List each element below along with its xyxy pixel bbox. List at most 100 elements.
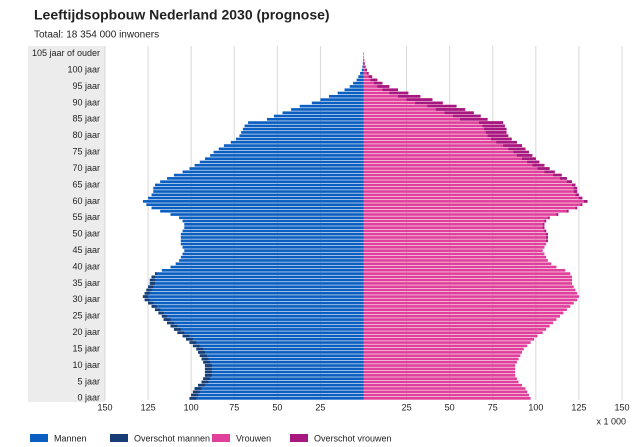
bar-men	[142, 295, 364, 298]
bar-women	[363, 104, 457, 108]
bar-women	[363, 262, 552, 266]
bar-men	[182, 170, 364, 174]
bar-men	[173, 173, 364, 177]
surplus-men	[144, 298, 150, 302]
surplus-women	[382, 88, 398, 92]
bar-women	[363, 127, 507, 131]
surplus-women	[542, 223, 545, 226]
bar-men	[204, 364, 364, 367]
surplus-women	[527, 160, 540, 164]
bar-men	[291, 108, 364, 111]
bar-men	[182, 229, 364, 233]
surplus-men	[192, 344, 200, 348]
surplus-women	[366, 71, 369, 75]
bar-women	[363, 124, 505, 128]
bar-men	[158, 311, 364, 315]
x-tick-label: 25	[402, 402, 412, 412]
bar-men	[179, 216, 364, 220]
surplus-women	[546, 232, 548, 236]
surplus-men	[158, 311, 164, 315]
bar-women	[363, 203, 583, 207]
surplus-women	[584, 200, 588, 203]
bar-women	[363, 305, 571, 308]
bar-women	[363, 167, 550, 170]
chart-subtitle: Totaal: 18 354 000 inwoners	[34, 30, 159, 41]
bar-men	[170, 324, 364, 328]
surplus-men	[163, 318, 171, 321]
bar-women	[363, 367, 516, 371]
bar-women	[363, 285, 574, 289]
y-tick-label: 60 jaar	[72, 196, 100, 206]
y-tick-label: 95 jaar	[72, 81, 100, 91]
surplus-women	[546, 239, 548, 243]
bar-men	[320, 98, 364, 101]
surplus-women	[566, 209, 569, 213]
bar-men	[353, 81, 364, 85]
bar-women	[363, 324, 550, 328]
bar-men	[180, 239, 364, 243]
surplus-men	[148, 301, 154, 305]
bar-men	[248, 121, 364, 124]
surplus-men	[204, 374, 212, 377]
surplus-women	[460, 117, 488, 121]
bar-women	[363, 242, 547, 246]
bar-men	[358, 75, 364, 78]
y-tick-label: 75 jaar	[72, 147, 100, 157]
surplus-women	[484, 127, 507, 131]
surplus-women	[580, 203, 583, 207]
bar-men	[273, 114, 364, 118]
bar-men	[182, 252, 364, 256]
bar-men	[144, 291, 364, 295]
bar-men	[213, 150, 364, 154]
y-tick-label: 85 jaar	[72, 114, 100, 124]
bar-men	[203, 360, 364, 364]
surplus-women	[364, 62, 365, 65]
surplus-women	[406, 98, 433, 101]
bar-men	[163, 318, 364, 321]
surplus-men	[154, 308, 161, 312]
bar-women	[363, 232, 548, 236]
surplus-men	[154, 272, 157, 275]
x-tick-label: 125	[571, 402, 586, 412]
bar-women	[363, 190, 578, 193]
legend-swatch	[212, 434, 230, 442]
surplus-women	[578, 196, 583, 200]
bar-women	[363, 331, 543, 335]
surplus-women	[377, 85, 390, 88]
x-tick-label: 75	[488, 402, 498, 412]
bar-women	[363, 259, 548, 262]
bar-men	[179, 259, 364, 262]
surplus-women	[444, 111, 474, 115]
bar-men	[192, 390, 364, 394]
bar-women	[363, 328, 547, 331]
bar-women	[363, 209, 569, 213]
surplus-men	[196, 347, 204, 351]
chart-title: Leeftijdsopbouw Nederland 2030 (prognose…	[34, 7, 330, 23]
bar-women	[363, 252, 545, 256]
bar-women	[363, 134, 509, 138]
surplus-women	[364, 65, 366, 69]
bar-men	[199, 354, 364, 358]
bar-men	[191, 393, 364, 397]
bar-women	[363, 341, 531, 344]
bar-women	[363, 337, 535, 341]
legend-swatch	[110, 434, 128, 442]
bar-men	[204, 370, 364, 374]
bar-women	[363, 111, 474, 115]
legend-label: Overschot vrouwen	[314, 433, 392, 443]
bar-men	[204, 367, 364, 371]
surplus-women	[482, 124, 505, 128]
bar-women	[363, 288, 576, 292]
surplus-women	[547, 216, 550, 220]
bar-men	[151, 305, 364, 308]
bar-men	[356, 78, 364, 82]
bar-women	[363, 351, 523, 354]
bar-men	[154, 183, 364, 187]
bar-men	[184, 226, 364, 229]
surplus-men	[170, 324, 178, 328]
bar-women	[363, 216, 550, 220]
bar-women	[363, 308, 567, 312]
bar-men	[244, 124, 364, 128]
bar-women	[363, 245, 545, 249]
bar-men	[235, 137, 364, 141]
